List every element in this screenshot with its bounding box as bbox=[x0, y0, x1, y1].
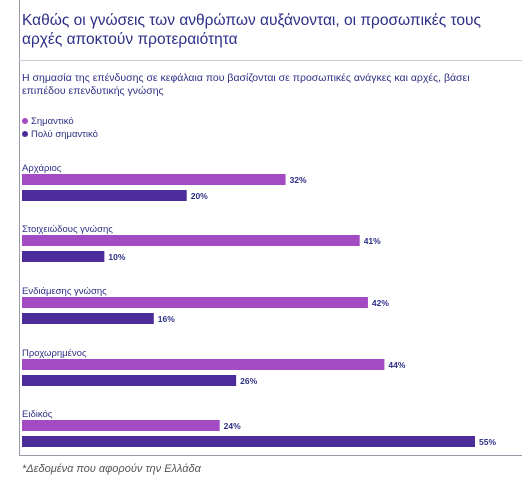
category-label-5: Ειδικός bbox=[22, 409, 53, 420]
category-label-1: Αρχάριος bbox=[22, 163, 62, 174]
value-label-1-series-2: 20% bbox=[191, 191, 208, 201]
footnote: *Δεδομένα που αφορούν την Ελλάδα bbox=[22, 463, 201, 475]
value-label-4-series-1: 44% bbox=[388, 360, 405, 370]
title-divider bbox=[19, 60, 522, 61]
bar-1-series-2 bbox=[22, 190, 187, 201]
chart-title: Καθώς οι γνώσεις των ανθρώπων αυξάνονται… bbox=[22, 12, 481, 48]
value-label-2-series-2: 10% bbox=[108, 252, 125, 262]
bar-4-series-2 bbox=[22, 375, 237, 386]
category-label-2: Στοιχειώδους γνώσης bbox=[22, 224, 113, 235]
value-label-3-series-2: 16% bbox=[158, 314, 175, 324]
chart-frame bbox=[19, 0, 522, 456]
value-label-1-series-1: 32% bbox=[290, 175, 307, 185]
value-label-2-series-1: 41% bbox=[364, 236, 381, 246]
category-label-3: Ενδιάμεσης γνώσης bbox=[22, 286, 107, 297]
legend-swatch-important bbox=[22, 118, 28, 124]
value-label-5-series-2: 55% bbox=[479, 437, 496, 447]
bar-2-series-1 bbox=[22, 235, 360, 246]
value-label-3-series-1: 42% bbox=[372, 298, 389, 308]
bar-2-series-2 bbox=[22, 251, 105, 262]
bar-5-series-2 bbox=[22, 436, 475, 447]
value-label-5-series-1: 24% bbox=[224, 421, 241, 431]
legend-label-important: Σημαντικό bbox=[31, 115, 74, 127]
chart-subtitle: Η σημασία της επένδυσης σε κεφάλαια που … bbox=[22, 72, 470, 97]
bar-chart: Αρχάριος 32% 20% Στοιχειώδους γνώσης 41% 10% Ε… bbox=[22, 163, 496, 447]
bar-5-series-1 bbox=[22, 420, 220, 431]
bar-4-series-1 bbox=[22, 359, 385, 370]
legend-item-very-important: Πολύ σημαντικό bbox=[22, 128, 98, 140]
bar-1-series-1 bbox=[22, 174, 286, 185]
legend-swatch-very-important bbox=[22, 131, 28, 137]
bar-3-series-1 bbox=[22, 297, 368, 308]
legend-item-important: Σημαντικό bbox=[22, 115, 74, 127]
value-label-4-series-2: 26% bbox=[240, 376, 257, 386]
legend-label-very-important: Πολύ σημαντικό bbox=[31, 128, 98, 140]
category-label-4: Προχωρημένος bbox=[22, 348, 87, 359]
bar-3-series-2 bbox=[22, 313, 154, 324]
